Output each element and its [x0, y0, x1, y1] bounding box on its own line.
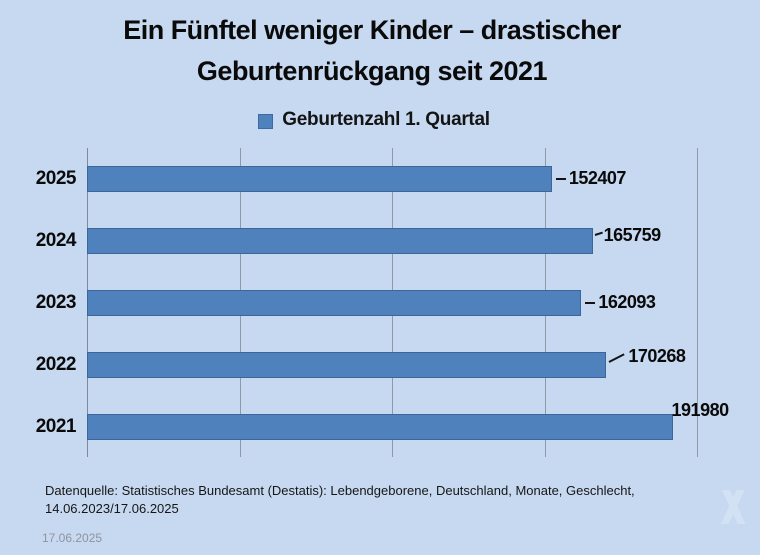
- bar-2021: [87, 414, 673, 440]
- category-label-2022: 2022: [35, 354, 77, 375]
- bar-2024: [87, 228, 593, 254]
- value-leader-line: [594, 231, 603, 236]
- value-leader-line: [585, 302, 596, 304]
- value-leader-line: [555, 178, 566, 180]
- value-label-2023: 162093: [598, 292, 656, 312]
- value-label-2025: 152407: [568, 168, 627, 188]
- data-source-line1: Datenquelle: Statistisches Bundesamt (De…: [45, 483, 635, 498]
- chart-legend: Geburtenzahl 1. Quartal: [0, 109, 748, 131]
- category-label-2025: 2025: [35, 168, 77, 189]
- gridline: [697, 148, 698, 457]
- data-source-line2: 14.06.2023/17.06.2025: [45, 501, 179, 516]
- category-label-2024: 2024: [35, 230, 77, 251]
- category-label-2023: 2023: [35, 292, 77, 313]
- value-label-2021: 191980: [671, 400, 730, 420]
- value-label-2024: 165759: [603, 225, 662, 245]
- bar-2023: [87, 290, 582, 316]
- bar-2025: [87, 166, 552, 192]
- footer-date: 17.06.2025: [42, 531, 103, 545]
- page-title-line2: Geburtenrückgang seit 2021: [196, 56, 548, 86]
- value-label-2022: 170268: [628, 346, 686, 366]
- value-leader-line: [608, 353, 625, 363]
- data-source-note: Datenquelle: Statistisches Bundesamt (De…: [45, 482, 695, 518]
- legend-label: Geburtenzahl 1. Quartal: [282, 109, 490, 130]
- watermark: [716, 490, 752, 524]
- legend-swatch-icon: [258, 113, 274, 129]
- page-title: Ein Fünftel weniger Kinder – drastischer…: [0, 10, 744, 92]
- bar-2022: [87, 352, 607, 378]
- category-label-2021: 2021: [35, 416, 77, 437]
- page-title-line1: Ein Fünftel weniger Kinder – drastischer: [123, 15, 621, 45]
